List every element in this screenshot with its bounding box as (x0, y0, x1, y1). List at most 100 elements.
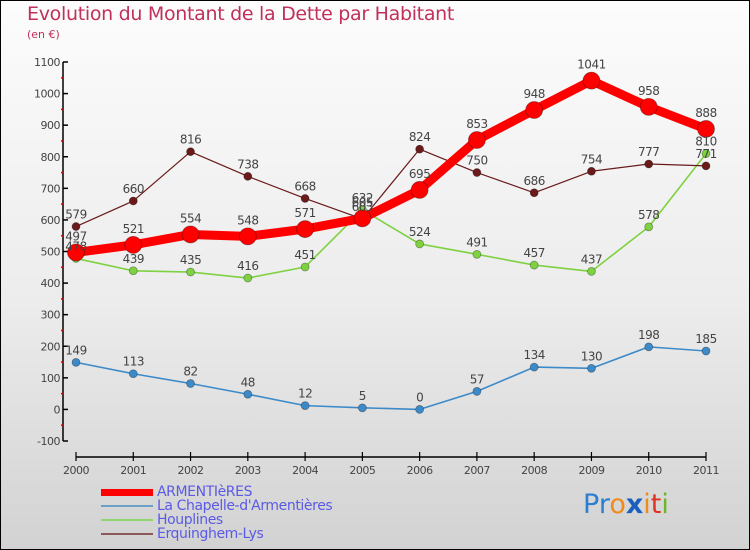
data-label: 48 (241, 375, 255, 389)
logo-letter: t (650, 489, 662, 520)
chart-title: Evolution du Montant de la Dette par Hab… (27, 3, 455, 25)
data-point (186, 147, 195, 157)
series-line (75, 346, 707, 411)
logo-letter: P (583, 489, 599, 520)
data-label: 439 (123, 252, 144, 266)
x-tick-label: 2006 (407, 464, 433, 477)
series-line (75, 148, 707, 228)
data-label: 134 (523, 348, 544, 362)
data-label: 437 (581, 252, 602, 266)
data-point (124, 235, 143, 254)
x-tick-label: 2011 (693, 464, 719, 477)
legend-item: La Chapelle-d'Armentières (101, 499, 333, 513)
legend: ARMENTIèRES La Chapelle-d'Armentières Houp… (101, 485, 333, 541)
data-label: 491 (466, 235, 487, 249)
data-point (644, 222, 654, 232)
data-point (186, 379, 195, 388)
data-point (296, 220, 314, 238)
x-tick-label: 2001 (120, 464, 146, 477)
data-label: 198 (638, 328, 659, 342)
data-label: 579 (65, 208, 86, 222)
legend-item: Erquinghem-Lys (101, 527, 332, 541)
data-point (587, 166, 596, 176)
data-point (415, 405, 425, 414)
series-armentieres (67, 71, 715, 262)
data-point (644, 159, 654, 169)
data-point (415, 144, 425, 154)
data-point (67, 243, 85, 262)
data-label: 57 (470, 372, 484, 386)
y-tick-label: 100 (41, 372, 61, 385)
chart-subtitle: (en €) (27, 28, 60, 41)
data-point (128, 196, 138, 206)
y-tick-label: 700 (41, 182, 61, 195)
data-label: 1041 (577, 58, 606, 72)
data-point (701, 346, 711, 356)
data-point (128, 266, 138, 276)
y-tick-label: -100 (37, 435, 60, 448)
y-tick-label: 1100 (34, 56, 60, 69)
y-tick-label: 200 (41, 340, 61, 353)
data-label: 113 (123, 355, 144, 369)
data-label: 478 (65, 239, 86, 253)
data-label: 632 (352, 191, 373, 205)
data-label: 771 (695, 147, 716, 161)
legend-swatch (101, 532, 153, 536)
data-point (238, 227, 257, 246)
logo-letter: r (598, 489, 610, 520)
data-point (71, 357, 81, 367)
data-label: 888 (695, 106, 716, 120)
data-label: 777 (638, 145, 659, 159)
data-label: 0 (416, 390, 423, 404)
x-tick-label: 2000 (63, 464, 89, 477)
data-point (300, 194, 310, 203)
data-point (415, 239, 425, 249)
series-line (75, 153, 707, 279)
data-label: 738 (237, 157, 258, 171)
legend-label: Houplines (157, 512, 223, 528)
y-tick-label: 900 (41, 119, 61, 132)
data-label: 457 (523, 246, 544, 260)
data-point (128, 369, 138, 379)
x-tick-label: 2008 (521, 464, 547, 477)
data-label: 149 (65, 343, 86, 357)
data-label: 603 (352, 200, 373, 214)
data-label: 5 (359, 389, 366, 403)
data-point (468, 131, 486, 149)
x-tick-label: 2007 (464, 464, 490, 477)
data-point (186, 267, 195, 277)
data-label: 524 (409, 225, 430, 239)
series-line (75, 76, 708, 257)
data-label: 810 (695, 135, 716, 149)
data-label: 816 (180, 133, 201, 147)
data-label: 416 (237, 259, 258, 273)
data-point (472, 387, 482, 396)
y-tick-label: 300 (41, 309, 61, 322)
legend-swatch (101, 488, 153, 496)
data-point (472, 249, 482, 259)
data-label: 754 (581, 152, 602, 166)
data-label: 521 (123, 222, 144, 236)
data-point (587, 363, 596, 373)
legend-item: Houplines (101, 513, 332, 527)
data-label: 548 (237, 213, 258, 227)
data-label: 497 (65, 229, 86, 243)
data-point (697, 120, 715, 138)
x-tick-label: 2002 (178, 464, 204, 477)
data-point (701, 149, 711, 158)
data-point (353, 209, 372, 228)
y-tick-label: 0 (54, 403, 61, 416)
data-point (243, 171, 253, 181)
legend-swatch (101, 504, 153, 508)
data-label: 82 (183, 365, 197, 379)
data-point (529, 188, 539, 198)
data-point (357, 403, 367, 413)
data-point (181, 225, 200, 244)
data-label: 571 (294, 206, 315, 220)
data-label: 605 (352, 195, 373, 209)
data-label: 578 (638, 208, 659, 222)
data-point (300, 262, 310, 272)
data-label: 948 (523, 87, 544, 101)
